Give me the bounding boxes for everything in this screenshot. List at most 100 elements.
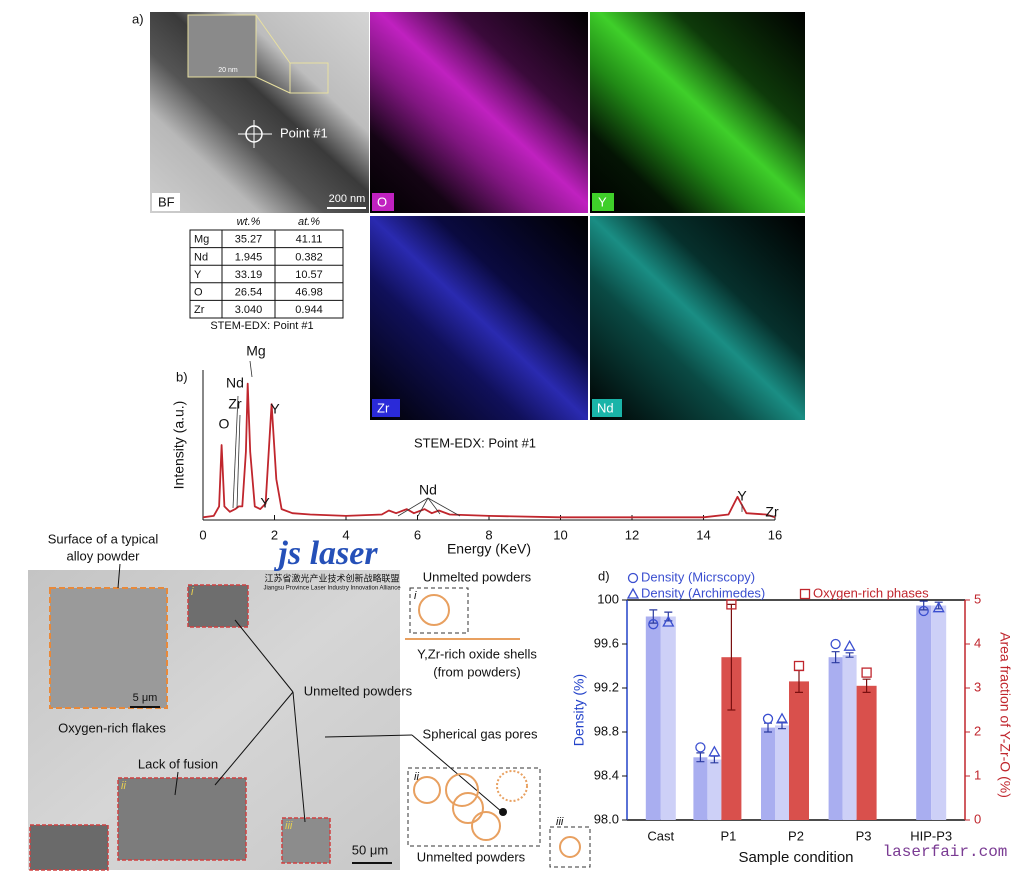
peak-arrow (236, 414, 241, 509)
x-tick-label: 10 (553, 527, 567, 542)
watermark-site: laserfair.com (883, 843, 1008, 861)
legend-marker (626, 587, 640, 599)
peak-label: Y (270, 401, 280, 417)
y-axis-label: Density (%) (571, 674, 587, 746)
legend-text: (from powders) (433, 664, 520, 679)
x-tick-label: HIP-P3 (910, 828, 952, 843)
bar (789, 681, 809, 820)
y2-tick-label: 3 (974, 679, 981, 694)
y2-axis-label: Area fraction of Y-Zr-O (%) (997, 632, 1013, 798)
arrow (214, 691, 294, 786)
table-cell: 1.945 (235, 251, 263, 263)
annotation: Spherical gas pores (423, 726, 538, 741)
y2-tick-label: 1 (974, 767, 981, 782)
schematic-powder (559, 836, 581, 858)
x-tick-label: 2 (271, 527, 278, 542)
arrow (234, 619, 294, 693)
inset-mark: i (191, 586, 194, 598)
arrow (411, 734, 503, 813)
error-bar (696, 752, 705, 763)
label-box (372, 399, 400, 417)
bf-inset (187, 14, 257, 78)
schematic-pore (499, 808, 507, 816)
peak-label: Zr (228, 396, 242, 412)
bar (660, 616, 676, 820)
schematic-powder (471, 811, 501, 841)
point-label: Point #1 (280, 125, 328, 140)
legend-marker (799, 588, 811, 600)
table-header: wt.% (237, 216, 261, 228)
y-tick-label: 98.4 (594, 767, 619, 782)
peak-arrow (427, 497, 461, 517)
x-tick-label: Cast (647, 828, 674, 843)
y-tick-label: 99.2 (594, 679, 619, 694)
data-point (793, 660, 805, 672)
inset-flakes (49, 587, 168, 709)
image-label: Zr (377, 400, 390, 415)
y2-tick-label: 2 (974, 723, 981, 738)
schematic-powder (445, 773, 479, 807)
table-cell: Nd (194, 251, 208, 263)
arrow (324, 734, 413, 738)
y-tick-label: 98.8 (594, 723, 619, 738)
y-tick-label: 99.6 (594, 635, 619, 650)
table-cell: 46.98 (295, 287, 323, 299)
data-point (918, 605, 929, 617)
peak-label: Mg (246, 343, 265, 359)
panel-label: d) (598, 568, 610, 583)
inset-link (255, 14, 291, 64)
x-tick-label: 4 (342, 527, 349, 542)
y2-tick-label: 5 (974, 591, 981, 606)
peak-label: O (219, 416, 230, 432)
inset-fusion (29, 824, 109, 871)
error-bar (727, 603, 736, 711)
data-point (695, 742, 706, 753)
table-cell: O (194, 287, 203, 299)
legend-marker (627, 572, 639, 584)
inset-ii (117, 777, 247, 861)
data-point (932, 601, 945, 613)
table-cell: 41.11 (296, 234, 323, 246)
data-point (843, 639, 856, 651)
edx-table: wt.% at.% Mg 35.27 41.11 Nd 1.945 0.382 Y 33.19 10… (189, 216, 344, 319)
data-point (648, 619, 659, 630)
x-tick-label: 0 (199, 527, 206, 542)
x-tick-label: P1 (720, 828, 736, 843)
peak-arrow (249, 360, 253, 378)
bar (761, 727, 775, 820)
inset-mark: iii (285, 820, 293, 832)
chart-subtitle: STEM-EDX: Point #1 (414, 435, 536, 450)
annotation: Lack of fusion (138, 756, 218, 771)
bar (856, 685, 877, 820)
x-tick-label: 8 (485, 527, 492, 542)
legend-label: Oxygen-rich phases (813, 585, 929, 600)
bar (828, 657, 843, 820)
image-label: Y (598, 194, 607, 209)
table-cell: 26.54 (235, 287, 263, 299)
peak-arrow (232, 395, 239, 509)
inset-scale: 20 nm (218, 67, 238, 74)
legend-label: Density (Micrscopy) (641, 569, 755, 584)
bar (842, 655, 857, 820)
data-point (726, 599, 737, 610)
bf-image (150, 12, 369, 213)
bar (707, 759, 722, 820)
annotation: Unmelted powders (304, 683, 413, 698)
y-tick-label: 98.0 (594, 811, 619, 826)
schematic-powder (496, 770, 528, 802)
peak-arrow (417, 497, 429, 517)
x-axis-label: Energy (KeV) (447, 541, 531, 557)
nd-map (590, 216, 805, 420)
schematic-powder (418, 594, 450, 626)
data-point (762, 713, 774, 724)
table-cell: 10.57 (295, 269, 323, 281)
x-tick-label: P3 (856, 828, 872, 843)
bar (775, 725, 789, 820)
table-cell: 33.19 (235, 269, 263, 281)
peak-arrow (427, 497, 441, 515)
inset-mark: i (414, 590, 417, 602)
y-map (590, 12, 805, 213)
peak-label: Y (737, 488, 747, 504)
o-map (370, 12, 588, 213)
